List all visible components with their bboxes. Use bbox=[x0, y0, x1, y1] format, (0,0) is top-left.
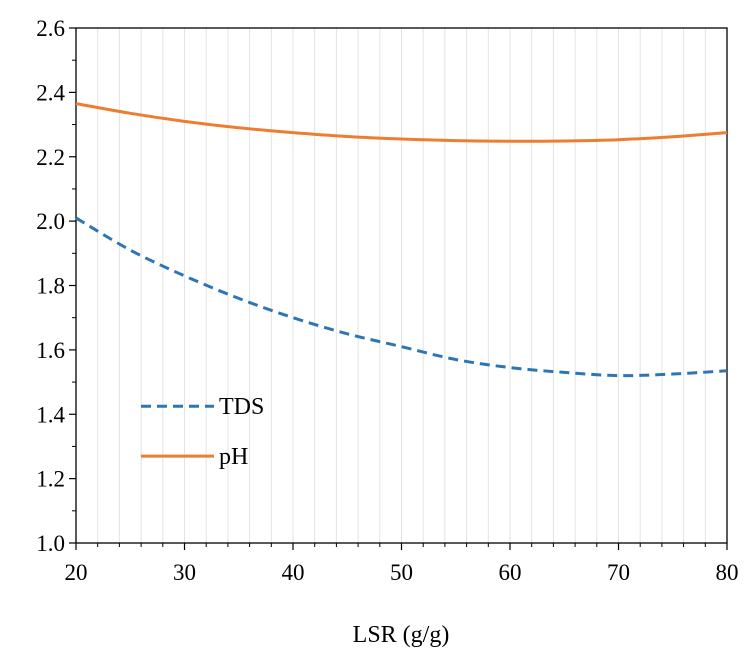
y-tick-label: 2.6 bbox=[36, 16, 65, 41]
y-tick-label: 1.0 bbox=[36, 531, 65, 556]
series-line-ph bbox=[75, 102, 728, 143]
y-tick-label: 2.2 bbox=[36, 145, 65, 170]
x-axis-title: LSR (g/g) bbox=[353, 622, 450, 648]
y-tick-label: 2.4 bbox=[36, 80, 65, 105]
x-tick-label: 30 bbox=[173, 560, 196, 585]
y-tick-label: 1.8 bbox=[36, 274, 65, 299]
y-tick-label: 1.6 bbox=[36, 338, 65, 363]
x-tick-label: 50 bbox=[390, 560, 413, 585]
legend-label-ph: pH bbox=[219, 444, 248, 470]
tick-labels: 1.0 1.2 1.4 1.6 1.8 2.0 2.2 2.4 2.6 20 30 40 50 60 70 8… bbox=[36, 16, 738, 585]
legend: TDS pH bbox=[141, 394, 264, 470]
x-tick-label: 70 bbox=[607, 560, 630, 585]
x-tick-label: 40 bbox=[282, 560, 305, 585]
x-tick-label: 20 bbox=[65, 560, 88, 585]
y-tick-label: 1.2 bbox=[36, 467, 65, 492]
series-lines bbox=[75, 102, 728, 378]
y-tick-label: 2.0 bbox=[36, 209, 65, 234]
grid-lines bbox=[97, 28, 706, 543]
x-tick-label: 60 bbox=[499, 560, 522, 585]
legend-label-tds: TDS bbox=[219, 394, 264, 420]
y-tick-label: 1.4 bbox=[36, 402, 65, 427]
axes bbox=[69, 27, 728, 550]
x-tick-label: 80 bbox=[716, 560, 739, 585]
